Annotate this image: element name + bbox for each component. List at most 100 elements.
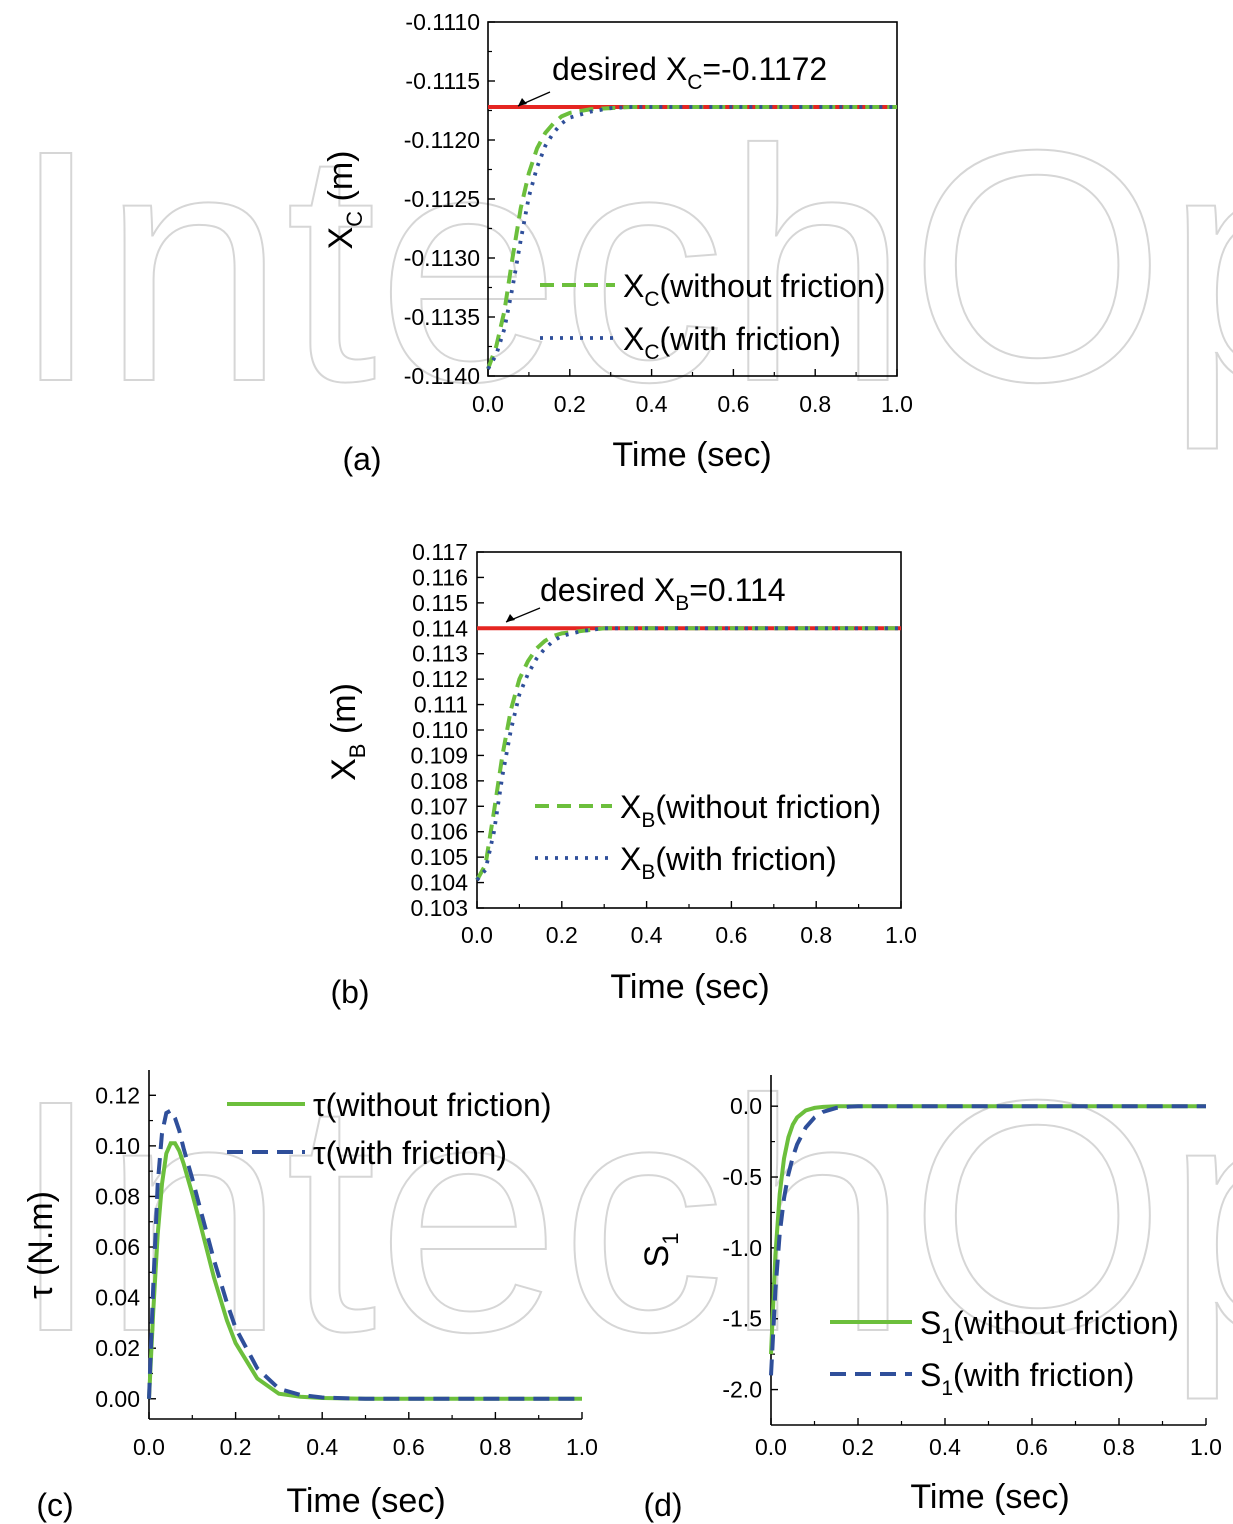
legend-entry-1: XC(without friction) (623, 268, 885, 311)
x-tick-label: 0.4 (929, 1434, 961, 1460)
watermark-bottom: IntechOpen (10, 1031, 1233, 1402)
desired-annotation: desired XC=-0.1172 (552, 51, 827, 94)
y-axis-title-main: X (325, 758, 363, 781)
y-tick-label: -0.1130 (404, 245, 480, 271)
legend-label: (with friction) (655, 841, 836, 877)
x-tick-label: 0.4 (306, 1434, 338, 1460)
chart-a: 0.0 0.2 0.4 0.6 0.8 1.0 -0.1140 -0.1135 -0.1130 -… (322, 9, 913, 477)
legend-symbol: X (623, 321, 644, 357)
x-tick-label: 1.0 (881, 391, 913, 417)
annotation-subscript: C (687, 71, 702, 94)
x-tick-label: 1.0 (1190, 1434, 1222, 1460)
legend-symbol: X (620, 789, 641, 825)
y-tick-label: 0.105 (410, 844, 468, 870)
y-axis-title-main: X (322, 227, 360, 250)
x-tick-label: 0.6 (1016, 1434, 1048, 1460)
legend-symbol: S (920, 1305, 941, 1341)
y-tick-label: 0.110 (412, 717, 468, 743)
x-tick-label: 0.8 (800, 922, 832, 948)
panel-label: (a) (342, 441, 381, 477)
legend-subscript: 1 (941, 1377, 953, 1400)
y-tick-label: 0.104 (410, 870, 468, 896)
series-line-1 (475, 626, 901, 881)
annotation-text: desired X (540, 572, 675, 608)
y-tick-label: -0.1110 (405, 9, 480, 35)
legend-symbol: τ (313, 1135, 326, 1171)
x-axis-title: Time (sec) (612, 436, 771, 474)
x-tick-label: 0.0 (755, 1434, 787, 1460)
y-tick-label: 0.109 (410, 742, 468, 768)
legend-entry-1: XB(without friction) (620, 789, 881, 832)
x-tick-label: 0.6 (393, 1434, 425, 1460)
x-tick-label: 0.4 (631, 922, 663, 948)
y-tick-label: -1.0 (722, 1235, 762, 1261)
x-tick-label: 0.0 (461, 922, 493, 948)
legend-entry-2: XB(with friction) (620, 841, 837, 884)
chart-b: 0.0 0.2 0.4 0.6 0.8 1.00.1030.1040.1050.1060.… (325, 539, 917, 1010)
y-tick-label: 0.10 (95, 1133, 140, 1159)
y-axis-title-main: τ (N.m) (22, 1191, 60, 1299)
x-tick-label: 1.0 (566, 1434, 598, 1460)
y-tick-label: 0.106 (410, 819, 468, 845)
x-axis-title: Time (sec) (610, 968, 769, 1006)
y-axis-title-unit: (m) (322, 151, 360, 211)
legend-label: (without friction) (326, 1087, 552, 1123)
x-tick-label: 0.8 (1103, 1434, 1135, 1460)
series-line-2 (769, 1104, 1206, 1376)
desired-annotation: desired XB=0.114 (540, 572, 786, 615)
x-tick-label: 1.0 (885, 922, 917, 948)
y-tick-label: 0.114 (412, 615, 468, 641)
y-tick-label: -0.1125 (404, 186, 480, 212)
x-axis-title: Time (sec) (910, 1478, 1069, 1516)
y-axis-title-main: S (638, 1245, 676, 1268)
x-tick-label: 0.2 (842, 1434, 874, 1460)
y-axis-title: S1 (638, 1233, 683, 1268)
annotation-subscript: B (675, 592, 689, 615)
x-tick-label: 0.0 (472, 391, 504, 417)
y-tick-label: -0.1120 (404, 127, 480, 153)
annotation-arrow-head (506, 614, 515, 622)
y-tick-label: 0.06 (95, 1234, 140, 1260)
y-tick-label: 0.02 (95, 1335, 140, 1361)
y-axis-title: XB (m) (325, 683, 370, 781)
x-tick-label: 0.2 (546, 922, 578, 948)
series-line-2 (486, 105, 897, 370)
legend-symbol: X (623, 268, 644, 304)
y-tick-label: 0.108 (410, 768, 468, 794)
legend-label: (without friction) (660, 268, 886, 304)
legend-symbol: X (620, 841, 641, 877)
y-tick-label: -0.1115 (405, 68, 480, 94)
series-line-1 (486, 105, 897, 370)
y-tick-label: -0.1135 (404, 304, 480, 330)
x-tick-label: 0.8 (479, 1434, 511, 1460)
legend-symbol: S (920, 1357, 941, 1393)
legend-subscript: B (641, 861, 655, 884)
y-tick-label: 0.103 (410, 895, 468, 921)
y-tick-label: 0.08 (95, 1183, 140, 1209)
legend-subscript: 1 (941, 1325, 953, 1348)
y-tick-label: 0.12 (95, 1082, 140, 1108)
y-axis-title: τ (N.m) (22, 1191, 60, 1299)
legend-label: (without friction) (655, 789, 881, 825)
legend-subscript: B (641, 809, 655, 832)
y-tick-label: 0.112 (412, 666, 468, 692)
annotation-arrow-head (518, 98, 527, 106)
x-tick-label: 0.0 (133, 1434, 165, 1460)
legend-label: (with friction) (326, 1135, 507, 1171)
x-axis-title: Time (sec) (286, 1482, 445, 1520)
y-tick-label: 0.113 (412, 641, 468, 667)
chart-d: 0.0 0.2 0.4 0.6 0.8 1.0-2.0-1.5-1.0-0.50.0S1(… (638, 1075, 1222, 1523)
y-axis-title-subscript: C (342, 211, 367, 227)
y-tick-label: 0.117 (412, 539, 468, 565)
y-tick-label: -0.5 (722, 1164, 762, 1190)
series-line-1 (147, 1141, 582, 1401)
y-tick-label: 0.116 (412, 564, 468, 590)
y-tick-label: 0.04 (95, 1285, 140, 1311)
panel-label: (b) (330, 974, 369, 1010)
chart-c: 0.0 0.2 0.4 0.6 0.8 1.0 0.00 0.02 0.04 0.06 0.08 0.… (22, 1070, 598, 1523)
legend-entry-1: τ(without friction) (313, 1087, 551, 1123)
legend-label: (with friction) (660, 321, 841, 357)
legend-symbol: τ (313, 1087, 326, 1123)
legend-entry-2: τ(with friction) (313, 1135, 507, 1171)
annotation-text: desired X (552, 51, 687, 87)
